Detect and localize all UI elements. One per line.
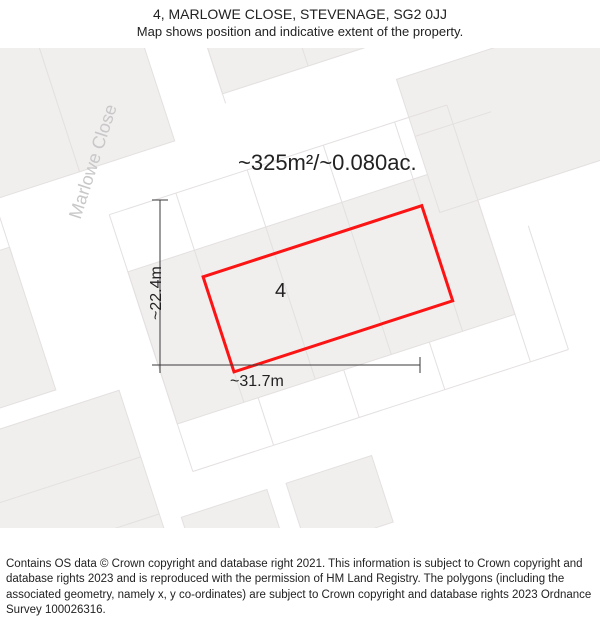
page-subtitle: Map shows position and indicative extent… — [0, 24, 600, 39]
house-number-label: 4 — [275, 280, 286, 303]
copyright-footer: Contains OS data © Crown copyright and d… — [6, 557, 594, 619]
map-svg — [0, 0, 600, 625]
page-title: 4, MARLOWE CLOSE, STEVENAGE, SG2 0JJ — [0, 6, 600, 22]
width-dimension-label: ~31.7m — [230, 373, 284, 391]
area-label: ~325m²/~0.080ac. — [238, 150, 417, 176]
height-dimension-label: ~22.4m — [148, 266, 166, 320]
map-figure: 4, MARLOWE CLOSE, STEVENAGE, SG2 0JJ Map… — [0, 0, 600, 625]
header: 4, MARLOWE CLOSE, STEVENAGE, SG2 0JJ Map… — [0, 6, 600, 39]
